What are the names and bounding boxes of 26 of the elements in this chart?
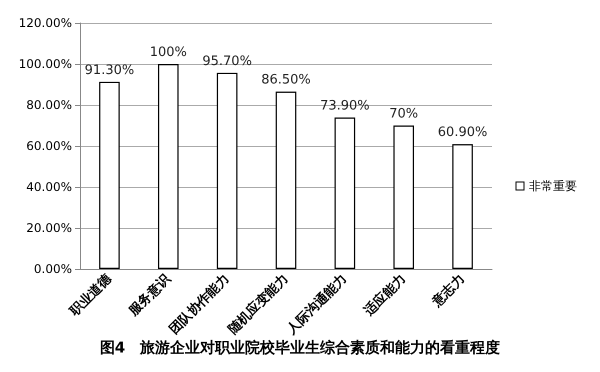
bar: [393, 126, 414, 269]
legend-label: 非常重要: [529, 179, 577, 193]
bar: [276, 92, 296, 269]
data-label: 70%: [389, 106, 418, 122]
bar: [216, 72, 238, 269]
data-label: 86.50%: [261, 72, 311, 88]
bar: [334, 118, 356, 269]
bar: [99, 82, 120, 269]
data-label: 73.90%: [320, 98, 370, 114]
x-tick-label: 适应能力: [360, 270, 410, 320]
y-tick-label: 120.00%: [18, 16, 72, 30]
bar: [452, 144, 473, 269]
y-tick-label: 80.00%: [26, 98, 72, 112]
x-tick-label: 意志力: [428, 270, 468, 311]
x-tick-label: 服务意识: [124, 270, 174, 320]
data-label: 100%: [150, 45, 187, 60]
data-label: 91.30%: [84, 62, 134, 78]
data-label: 60.90%: [438, 125, 488, 140]
data-label: 95.70%: [202, 54, 252, 69]
y-tick-label: 60.00%: [26, 139, 72, 153]
text: 图4 旅游企业对职业院校毕业生综合素质和能力的看重程度: [100, 338, 500, 356]
y-tick-label: 100.00%: [18, 57, 72, 71]
y-tick-label: 40.00%: [26, 180, 72, 194]
y-tick-label: 0.00%: [34, 262, 72, 276]
bar: [158, 64, 179, 269]
y-tick-label: 20.00%: [26, 221, 72, 235]
